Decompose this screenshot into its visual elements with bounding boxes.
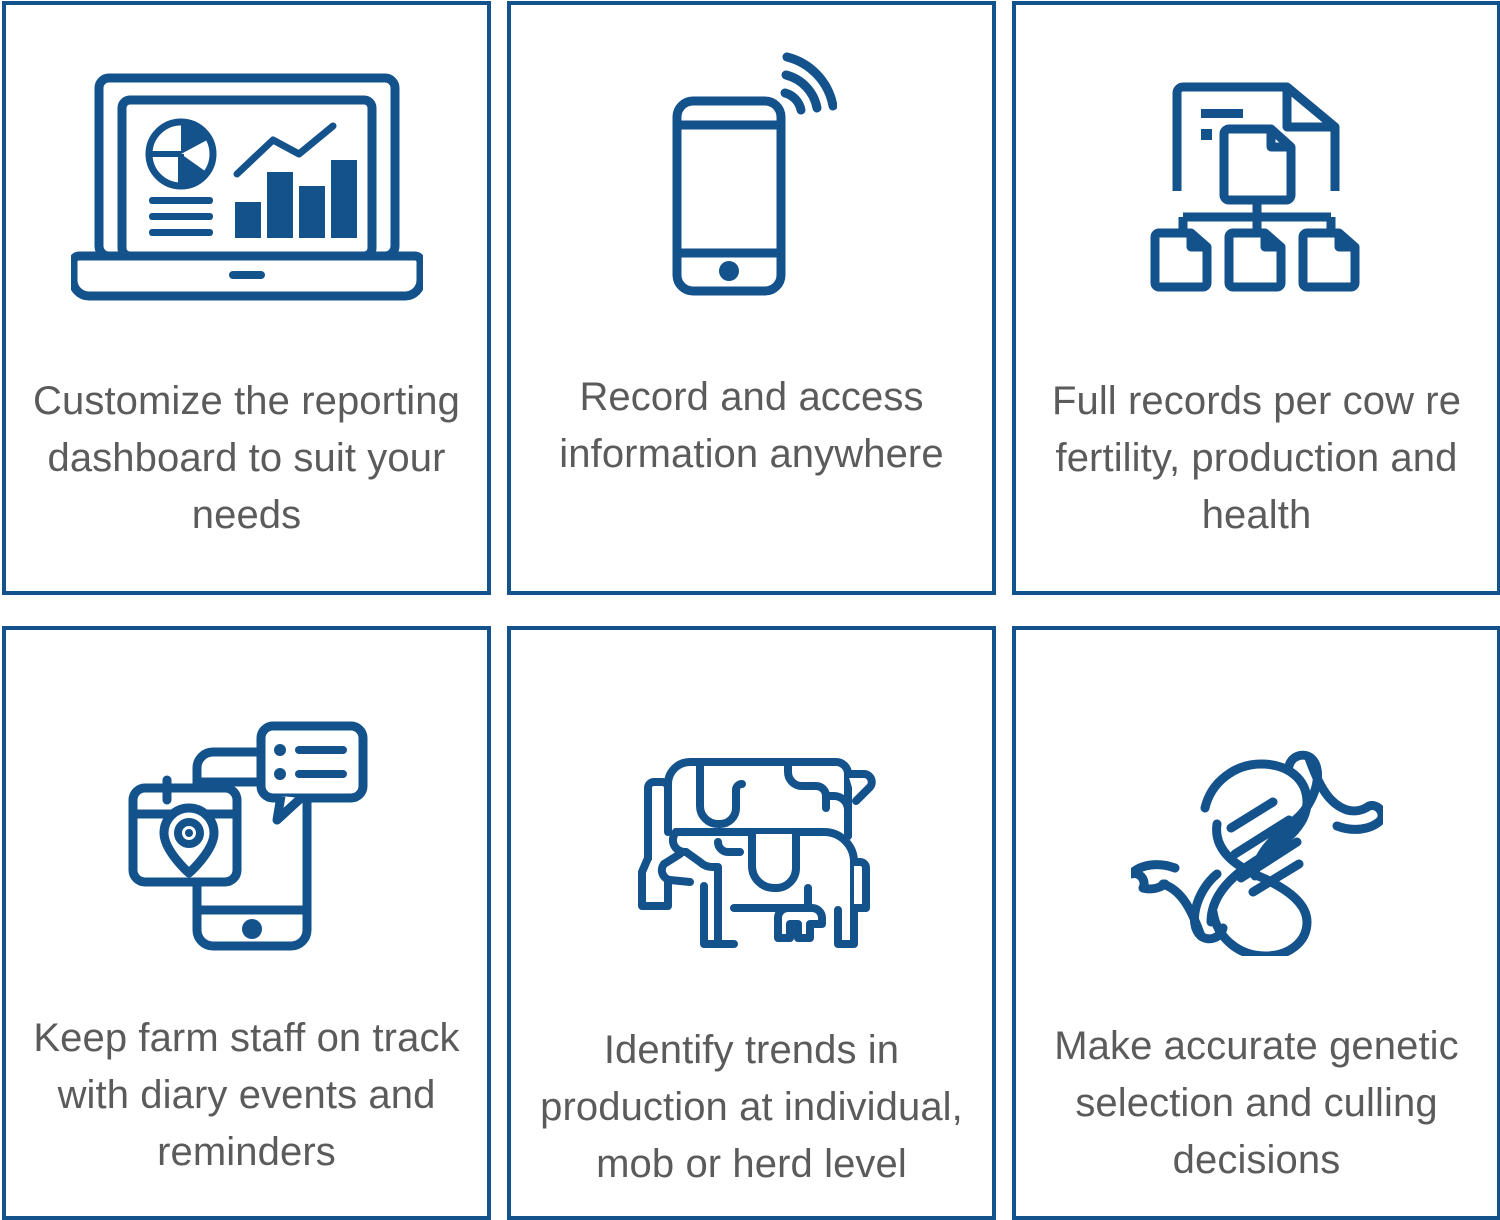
- feature-card-caption: Identify trends in production at individ…: [540, 1028, 963, 1186]
- feature-card-caption: Keep farm staff on track with diary even…: [33, 1016, 460, 1174]
- feature-card-full-records-per-cow[interactable]: Full records per cow re fertility, produ…: [1012, 1, 1500, 595]
- feature-card-caption: Full records per cow re fertility, produ…: [1051, 379, 1462, 537]
- feature-card-customize-reporting-dashboard[interactable]: Customize the reporting dashboard to sui…: [2, 1, 491, 595]
- phone-calendar-chat-icon: [6, 630, 487, 988]
- feature-card-record-access-anywhere[interactable]: Record and access information anywhere: [507, 1, 996, 595]
- dna-helix-icon: [1016, 630, 1497, 996]
- feature-card-genetic-selection-culling[interactable]: Make accurate genetic selection and cull…: [1012, 626, 1500, 1220]
- mobile-phone-wireless-icon: [511, 5, 992, 349]
- feature-card-farm-staff-diary-events[interactable]: Keep farm staff on track with diary even…: [2, 626, 491, 1220]
- feature-card-caption: Customize the reporting dashboard to sui…: [33, 379, 460, 537]
- two-cows-icon: [511, 630, 992, 1000]
- feature-card-identify-production-trends[interactable]: Identify trends in production at individ…: [507, 626, 996, 1220]
- feature-card-caption: Make accurate genetic selection and cull…: [1054, 1024, 1459, 1182]
- document-hierarchy-icon: [1016, 5, 1497, 355]
- laptop-dashboard-icon: [6, 5, 487, 355]
- feature-card-caption: Record and access information anywhere: [559, 375, 944, 476]
